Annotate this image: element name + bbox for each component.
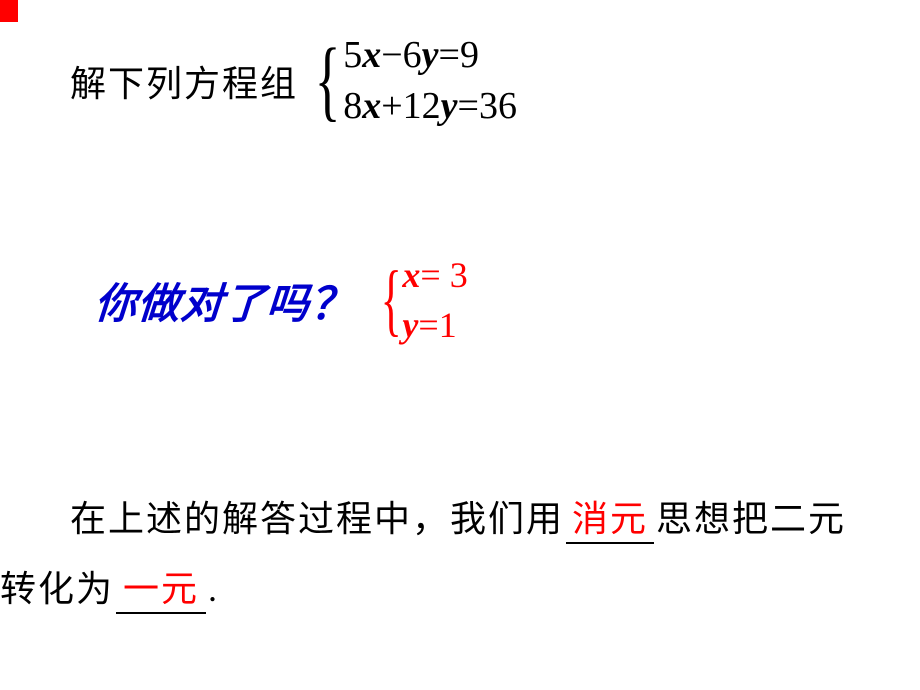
sol-val2: 1 <box>439 305 457 345</box>
coef-a2: 8 <box>343 85 362 127</box>
corner-marker <box>0 0 18 22</box>
sol-eq1: = <box>420 255 440 295</box>
coef-b2: 12 <box>403 85 441 127</box>
solution-1: x= 3 <box>402 250 467 300</box>
coef-b1: 6 <box>403 34 422 76</box>
var-x2: x <box>362 85 381 127</box>
check-row: 你做对了吗？ { x= 3 y=1 <box>95 250 468 351</box>
solution-system: { x= 3 y=1 <box>372 250 468 351</box>
summary-post1: 思想把二元 <box>656 490 846 542</box>
equation-1: 5x−6y=9 <box>343 30 517 81</box>
eqsign2: = <box>458 85 479 127</box>
check-question: 你做对了吗 <box>93 270 312 331</box>
problem-lead: 解下列方程组 <box>70 55 298 107</box>
summary-pre2: 转化为 <box>0 560 114 612</box>
rhs2: 36 <box>479 85 517 127</box>
eqsign1: = <box>439 34 460 76</box>
op1: − <box>381 34 402 76</box>
sol-var1: x <box>402 255 420 295</box>
summary-post2: . <box>208 568 219 610</box>
equation-2: 8x+12y=36 <box>343 81 517 132</box>
blank-2: 一元 <box>116 570 206 614</box>
op2: + <box>381 85 402 127</box>
equation-system: { 5x−6y=9 8x+12y=36 <box>306 30 517 133</box>
coef-a1: 5 <box>343 34 362 76</box>
left-brace-red-icon: { <box>381 268 402 332</box>
blank-1: 消元 <box>566 500 654 544</box>
var-y1: y <box>422 34 439 76</box>
left-brace-icon: { <box>315 45 341 117</box>
question-mark: ？ <box>310 268 354 332</box>
var-y2: y <box>441 85 458 127</box>
problem-row: 解下列方程组 { 5x−6y=9 8x+12y=36 <box>70 30 517 133</box>
solution-lines: x= 3 y=1 <box>402 250 467 351</box>
summary-line-1: 在上述的解答过程中，我们用 消元 思想把二元 <box>70 490 846 544</box>
rhs1: 9 <box>460 34 479 76</box>
sol-val1: 3 <box>450 255 468 295</box>
sol-eq2: = <box>418 305 438 345</box>
solution-2: y=1 <box>402 300 467 350</box>
sol-var2: y <box>402 305 418 345</box>
equations: 5x−6y=9 8x+12y=36 <box>343 30 517 133</box>
var-x1: x <box>362 34 381 76</box>
summary-line-2: 转化为 一元 . <box>0 560 219 614</box>
summary-pre1: 在上述的解答过程中，我们用 <box>70 490 564 542</box>
